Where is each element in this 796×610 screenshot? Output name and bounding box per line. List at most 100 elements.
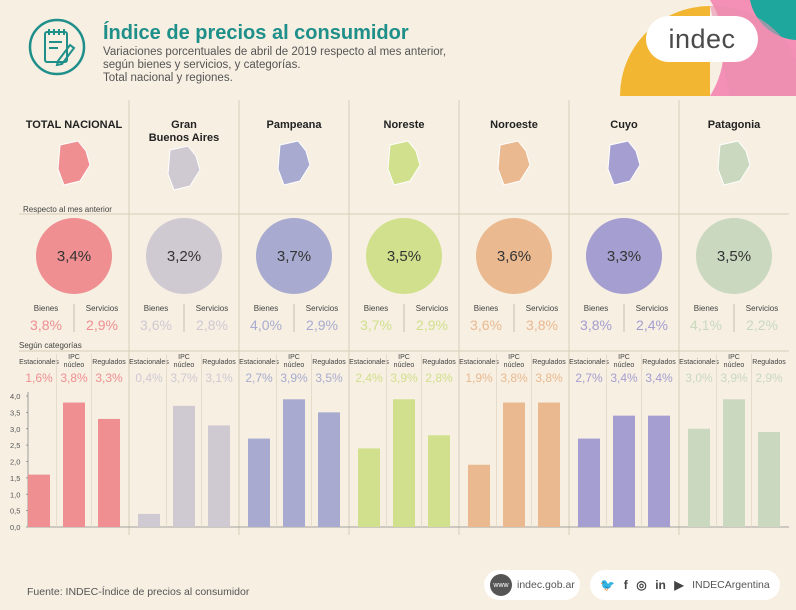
- servicios-value: 2,4%: [636, 317, 668, 333]
- section-label-categories: Según categorías: [19, 341, 82, 350]
- category-bar: [138, 513, 160, 527]
- total-circle: [476, 218, 552, 294]
- y-tick-label: 0,5: [10, 507, 20, 516]
- servicios-value: 2,9%: [86, 317, 118, 333]
- category-bar: [468, 464, 490, 527]
- category-bar: [688, 428, 710, 527]
- servicios-value: 2,9%: [416, 317, 448, 333]
- total-value: 3,2%: [167, 248, 201, 265]
- category-bar: [538, 402, 560, 527]
- category-value-label: 3,5%: [315, 371, 343, 385]
- category-name: Estacionales: [19, 359, 59, 366]
- bienes-value: 4,1%: [690, 317, 722, 333]
- category-value-label: 3,0%: [685, 371, 713, 385]
- bienes-label: Bienes: [144, 304, 168, 313]
- indec-logo[interactable]: indec: [646, 16, 758, 62]
- category-name: Regulados: [422, 359, 456, 366]
- category-name: Regulados: [312, 359, 346, 366]
- total-circle: [586, 218, 662, 294]
- bienes-value: 4,0%: [250, 317, 282, 333]
- category-bar: [578, 438, 600, 527]
- category-name: núcleo: [174, 362, 195, 369]
- region-map-icon: [57, 140, 91, 186]
- category-name: Regulados: [92, 359, 126, 366]
- website-link[interactable]: www indec.gob.ar: [484, 570, 580, 600]
- category-value-label: 3,8%: [535, 371, 563, 385]
- bienes-value: 3,8%: [580, 317, 612, 333]
- total-value: 3,5%: [717, 248, 751, 265]
- category-bar: [613, 415, 635, 527]
- total-value: 3,6%: [497, 248, 531, 265]
- category-value-label: 3,8%: [60, 371, 88, 385]
- category-bar: [173, 405, 195, 527]
- category-name: núcleo: [394, 362, 415, 369]
- y-tick-label: 1,0: [10, 490, 20, 499]
- region-map-icon: [277, 140, 311, 186]
- category-bar: [393, 399, 415, 527]
- category-bar: [208, 425, 230, 527]
- region-name: Buenos Aires: [149, 132, 220, 144]
- twitter-icon[interactable]: 🐦: [600, 578, 616, 592]
- category-value-label: 2,8%: [425, 371, 453, 385]
- facebook-icon[interactable]: f: [623, 578, 628, 592]
- servicios-value: 2,2%: [746, 317, 778, 333]
- bienes-label: Bienes: [474, 304, 498, 313]
- servicios-label: Servicios: [86, 304, 118, 313]
- category-value-label: 3,8%: [500, 371, 528, 385]
- category-name: núcleo: [724, 362, 745, 369]
- category-name: Estacionales: [129, 359, 169, 366]
- website-label: indec.gob.ar: [517, 579, 575, 591]
- total-circle: [146, 218, 222, 294]
- youtube-icon[interactable]: ▶: [674, 578, 684, 592]
- category-name: IPC: [728, 354, 740, 361]
- category-value-label: 3,9%: [390, 371, 418, 385]
- social-handle: INDECArgentina: [692, 579, 770, 591]
- source-note: Fuente: INDEC-Índice de precios al consu…: [27, 586, 250, 598]
- category-name: IPC: [178, 354, 190, 361]
- region-name: Noroeste: [490, 119, 538, 131]
- y-tick-label: 3,0: [10, 425, 20, 434]
- total-value: 3,4%: [57, 248, 91, 265]
- region-map-icon: [387, 140, 421, 186]
- category-value-label: 0,4%: [135, 371, 163, 385]
- total-circle: [36, 218, 112, 294]
- category-value-label: 2,7%: [245, 371, 273, 385]
- web-icon: www: [490, 574, 512, 596]
- servicios-label: Servicios: [196, 304, 228, 313]
- region-name: TOTAL NACIONAL: [26, 119, 123, 131]
- region-name: Gran: [171, 119, 197, 131]
- category-value-label: 3,4%: [645, 371, 673, 385]
- linkedin-icon[interactable]: in: [655, 578, 666, 592]
- category-name: Estacionales: [679, 359, 719, 366]
- category-value-label: 3,7%: [170, 371, 198, 385]
- category-bar: [503, 402, 525, 527]
- bienes-label: Bienes: [694, 304, 718, 313]
- ipc-infographic: Respecto al mes anterior Según categorías…: [10, 100, 789, 535]
- category-name: Regulados: [202, 359, 236, 366]
- subtitle-line-3: Total nacional y regiones.: [103, 72, 233, 84]
- category-name: IPC: [288, 354, 300, 361]
- bienes-value: 3,7%: [360, 317, 392, 333]
- instagram-icon[interactable]: ◎: [636, 578, 647, 592]
- page-title: Índice de precios al consumidor: [103, 22, 409, 44]
- region-name: Cuyo: [610, 119, 638, 131]
- servicios-value: 2,8%: [196, 317, 228, 333]
- category-bar: [98, 418, 120, 527]
- category-value-label: 1,9%: [465, 371, 493, 385]
- total-value: 3,5%: [387, 248, 421, 265]
- servicios-label: Servicios: [306, 304, 338, 313]
- category-value-label: 3,3%: [95, 371, 123, 385]
- category-name: IPC: [618, 354, 630, 361]
- category-name: Regulados: [752, 359, 786, 366]
- y-tick-label: 0,0: [10, 523, 20, 532]
- bienes-label: Bienes: [254, 304, 278, 313]
- region-map-icon: [717, 140, 751, 186]
- category-name: IPC: [398, 354, 410, 361]
- category-bar: [248, 438, 270, 527]
- servicios-value: 2,9%: [306, 317, 338, 333]
- category-value-label: 2,9%: [755, 371, 783, 385]
- category-bar: [723, 399, 745, 527]
- subtitle-line-1: Variaciones porcentuales de abril de 201…: [103, 46, 447, 58]
- category-bar: [63, 402, 85, 527]
- category-name: Estacionales: [349, 359, 389, 366]
